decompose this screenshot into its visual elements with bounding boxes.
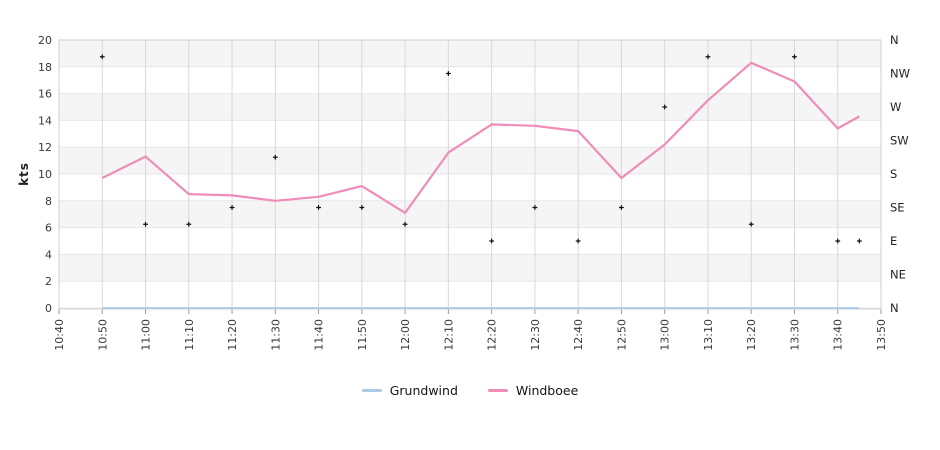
y-tick-label: 14 [38,114,52,127]
x-tick-label: 13:40 [832,319,845,351]
y-tick-label: 2 [45,275,52,288]
x-tick-label: 10:40 [53,319,66,351]
direction-axis-label: E [890,234,897,248]
wind-speed-direction-chart: 0 2 4 6 8 10 12 14 16 18 20 10:40 10:50 11:00 11:10 11:… [17,33,910,351]
wind-direction-marker [359,205,365,210]
x-tick-label: 12:30 [529,319,542,351]
wind-direction-marker [402,221,408,227]
wind-direction-marker [316,205,321,210]
direction-axis-label: N [890,33,899,47]
plot-band [59,40,881,67]
y-tick-label: 20 [38,34,52,47]
x-tick-label: 11:20 [226,319,239,351]
y-tick-label: 12 [38,141,52,154]
wind-direction-marker [792,54,797,60]
x-tick-label: 10:50 [96,319,109,351]
windboee-line-swatch [487,389,508,392]
plot-band [59,200,881,228]
grundwind-line-swatch [361,389,382,392]
direction-axis-label: S [890,167,897,181]
wind-direction-marker [662,104,668,110]
y-tick-label: 6 [45,222,52,235]
y-tick-label: 10 [38,168,52,181]
wind-direction-marker [619,205,624,210]
wind-direction-marker [835,238,841,244]
direction-axis-label: W [890,100,901,114]
direction-axis-label: NW [890,67,910,81]
grundwind-legend-label: Grundwind [389,383,458,398]
y-tick-label: 16 [38,88,52,101]
wind-direction-marker [575,238,581,244]
x-tick-label: 13:30 [788,319,801,351]
legend-item-windboee: Windboee [487,383,579,398]
legend-item-grundwind: Grundwind [361,383,458,398]
direction-axis-label: SE [890,201,905,215]
plot-band [59,254,881,282]
wind-direction-marker [99,54,105,60]
y-axis-title: kts [17,162,31,186]
x-tick-label: 13:50 [875,319,888,351]
windboee-legend-label: Windboee [515,383,579,398]
x-tick-label: 13:00 [659,319,672,351]
direction-axis-label: NE [890,268,906,282]
windboee-line [101,61,860,214]
x-tick-label: 11:10 [183,319,196,351]
wind-direction-marker [748,221,754,227]
wind-direction-marker [229,205,235,210]
y-tick-label: 0 [45,302,52,315]
x-tick-label: 12:50 [615,319,628,351]
x-tick-label: 11:00 [140,319,153,351]
plot-band [59,147,881,174]
y-tick-label: 4 [45,248,52,261]
wind-direction-marker [532,205,538,210]
x-tick-label: 13:20 [745,319,758,351]
x-tick-label: 13:10 [702,319,715,351]
x-tick-label: 12:40 [572,319,585,351]
chart-legend: Grundwind Windboee [59,383,881,398]
plot-border [58,39,882,310]
plot-band [59,93,881,121]
x-tick-label: 12:20 [486,319,499,351]
wind-direction-marker [705,54,711,60]
y-tick-label: 18 [38,61,52,74]
wind-direction-marker [186,221,192,227]
wind-direction-marker [856,238,862,244]
x-tick-label: 11:50 [356,319,369,351]
direction-axis-label: N [890,301,899,315]
x-tick-label: 12:10 [442,319,455,351]
x-tick-label: 11:40 [313,319,326,351]
x-tick-label: 11:30 [269,319,282,351]
y-tick-label: 8 [45,195,52,208]
wind-direction-marker [143,221,148,227]
wind-direction-marker [489,238,495,244]
wind-direction-marker [445,71,451,76]
direction-axis-label: SW [890,134,909,148]
x-tick-label: 12:00 [399,319,412,351]
wind-direction-marker [272,154,278,160]
